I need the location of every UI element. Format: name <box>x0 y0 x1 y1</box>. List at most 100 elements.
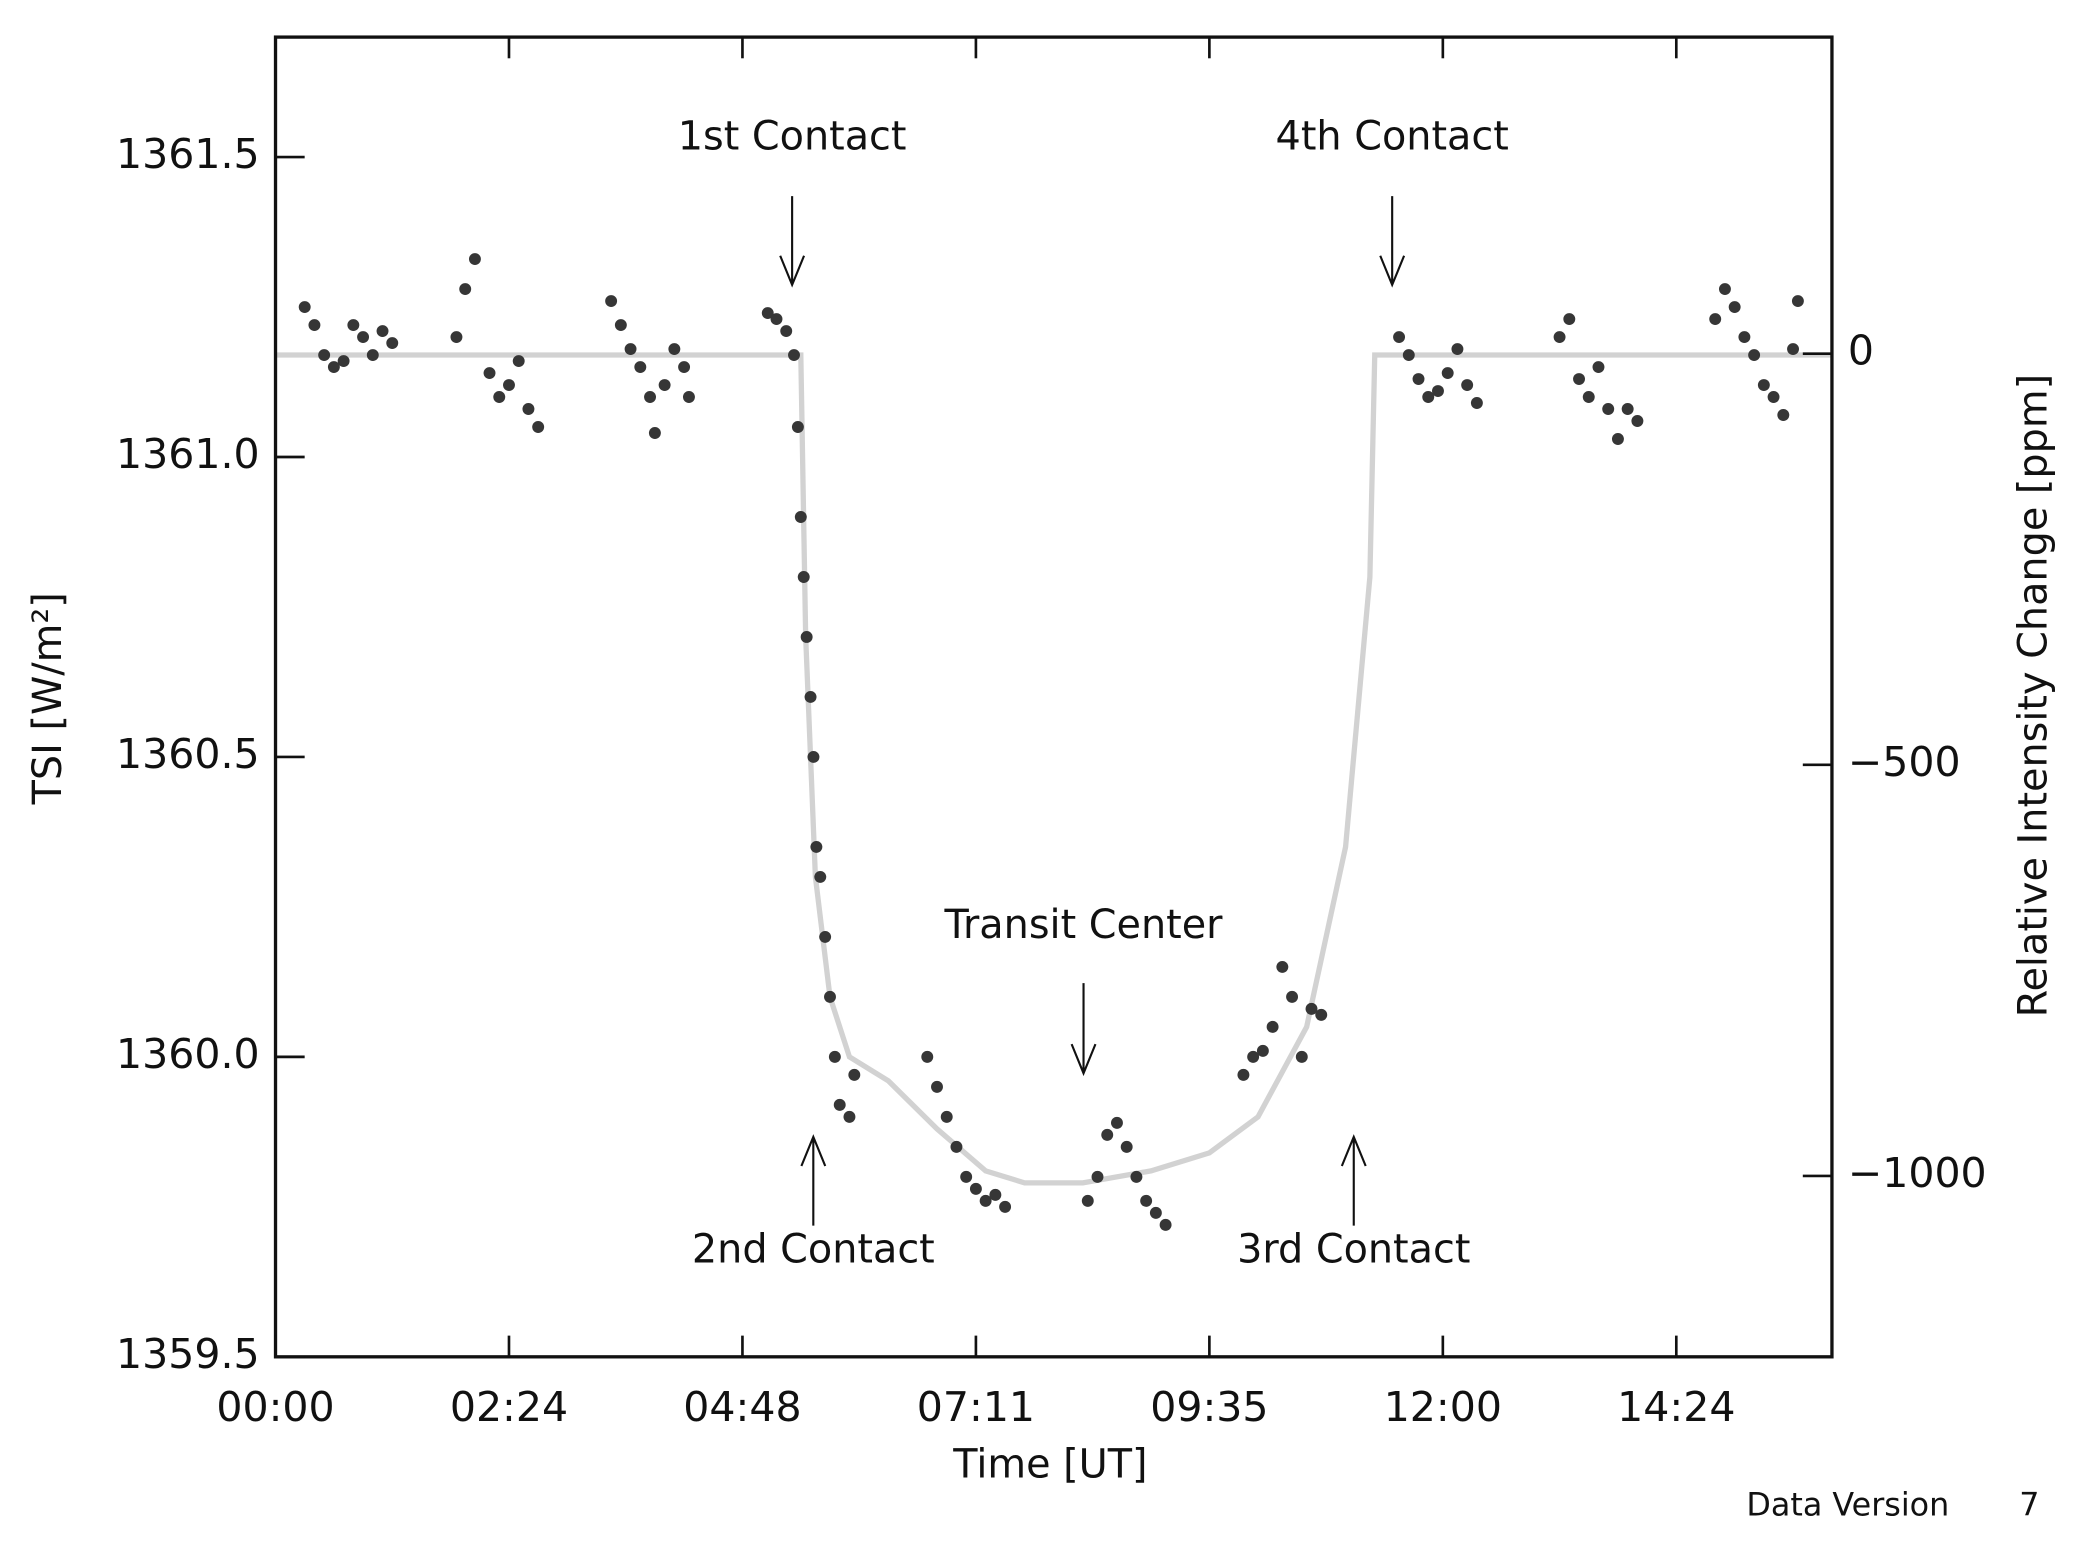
model-line <box>275 352 1832 1186</box>
data-point <box>828 1050 841 1063</box>
data-point <box>770 313 783 326</box>
footnote-value: 7 <box>2019 1487 2039 1524</box>
data-point <box>1470 397 1483 409</box>
data-point <box>1266 1020 1279 1033</box>
data-point <box>848 1068 861 1081</box>
data-point <box>960 1170 973 1183</box>
data-point <box>1728 301 1741 314</box>
data-point <box>1256 1044 1269 1057</box>
data-point <box>1787 343 1799 355</box>
data-point <box>347 319 360 332</box>
data-point <box>797 571 810 583</box>
data-point <box>1563 313 1576 326</box>
data-point <box>1295 1050 1308 1063</box>
data-point <box>761 307 774 320</box>
data-point <box>1451 343 1464 355</box>
data-point <box>682 391 695 403</box>
data-point <box>804 690 817 703</box>
data-point <box>298 301 311 314</box>
data-point <box>1757 379 1770 391</box>
data-point <box>1709 313 1722 326</box>
annotation-arrow <box>1379 196 1406 288</box>
y2-tick-label: −1000 <box>1848 1149 1987 1197</box>
data-point <box>318 349 331 361</box>
y2-tick-label: 0 <box>1848 327 1874 375</box>
x-tick-label: 12:00 <box>1384 1383 1502 1431</box>
x-tick-label: 07:11 <box>917 1383 1035 1431</box>
x-tick-label: 14:24 <box>1617 1383 1735 1431</box>
data-point <box>1573 373 1585 385</box>
data-point <box>794 511 807 523</box>
data-point <box>532 421 545 433</box>
annotation-arrow <box>779 196 806 288</box>
data-point <box>337 355 350 367</box>
data-point <box>1276 960 1289 973</box>
data-point <box>468 253 481 266</box>
data-point <box>483 367 496 379</box>
annotation-arrow <box>800 1134 827 1226</box>
plot-frame <box>273 35 1834 1359</box>
data-point <box>1091 1170 1104 1183</box>
data-point <box>989 1188 1002 1201</box>
data-point <box>1081 1194 1094 1207</box>
data-point <box>1130 1170 1143 1183</box>
data-point <box>843 1110 856 1123</box>
data-point <box>1602 403 1615 415</box>
y-tick-label: 1361.5 <box>116 130 260 178</box>
data-point <box>1393 331 1406 343</box>
data-point <box>678 361 691 373</box>
data-point <box>1441 367 1454 379</box>
annotation: 3rd Contact <box>1237 1227 1470 1273</box>
data-point <box>1305 1002 1318 1015</box>
data-point <box>658 379 671 391</box>
data-point <box>1286 990 1299 1003</box>
data-point <box>1592 361 1605 373</box>
data-point <box>1412 373 1425 385</box>
data-point <box>503 379 515 391</box>
data-point <box>1140 1194 1153 1207</box>
y-tick-label: 1360.5 <box>116 730 260 778</box>
data-point <box>1718 283 1731 296</box>
data-point <box>493 391 506 403</box>
data-point <box>800 631 813 643</box>
data-point <box>1621 403 1634 415</box>
data-point <box>819 930 832 943</box>
y2-tick-label: −500 <box>1848 738 1961 786</box>
data-point <box>1432 385 1444 397</box>
annotation: Transit Center <box>944 902 1224 948</box>
annotation: 2nd Contact <box>692 1227 935 1273</box>
data-point <box>634 361 647 373</box>
data-point <box>1767 391 1780 403</box>
data-point <box>979 1194 992 1207</box>
data-point <box>999 1200 1012 1213</box>
y-tick-label: 1361.0 <box>116 430 260 478</box>
x-tick-label: 04:48 <box>683 1383 801 1431</box>
data-point <box>1315 1008 1328 1021</box>
data-point <box>1120 1140 1133 1153</box>
data-point <box>940 1110 953 1123</box>
data-point <box>605 295 618 308</box>
data-point <box>1422 391 1435 403</box>
data-point <box>921 1050 934 1063</box>
data-point <box>624 343 637 355</box>
y-tick-label: 1360.0 <box>116 1030 260 1078</box>
data-point <box>512 355 525 367</box>
data-point <box>1247 1050 1260 1063</box>
data-point <box>459 283 472 296</box>
data-point <box>791 421 804 433</box>
data-point <box>357 331 370 343</box>
data-point <box>386 337 399 349</box>
data-point <box>1777 409 1790 421</box>
x-axis-title: Time [UT] <box>952 1441 1147 1487</box>
data-point <box>814 870 827 883</box>
y-axis-title: TSI [W/m²] <box>25 592 71 805</box>
data-point <box>1582 391 1595 403</box>
annotation-arrow <box>1070 983 1097 1077</box>
data-point <box>833 1098 846 1111</box>
data-point <box>1631 415 1644 427</box>
data-point <box>668 343 681 355</box>
data-point <box>1149 1206 1162 1219</box>
data-point <box>327 361 340 373</box>
